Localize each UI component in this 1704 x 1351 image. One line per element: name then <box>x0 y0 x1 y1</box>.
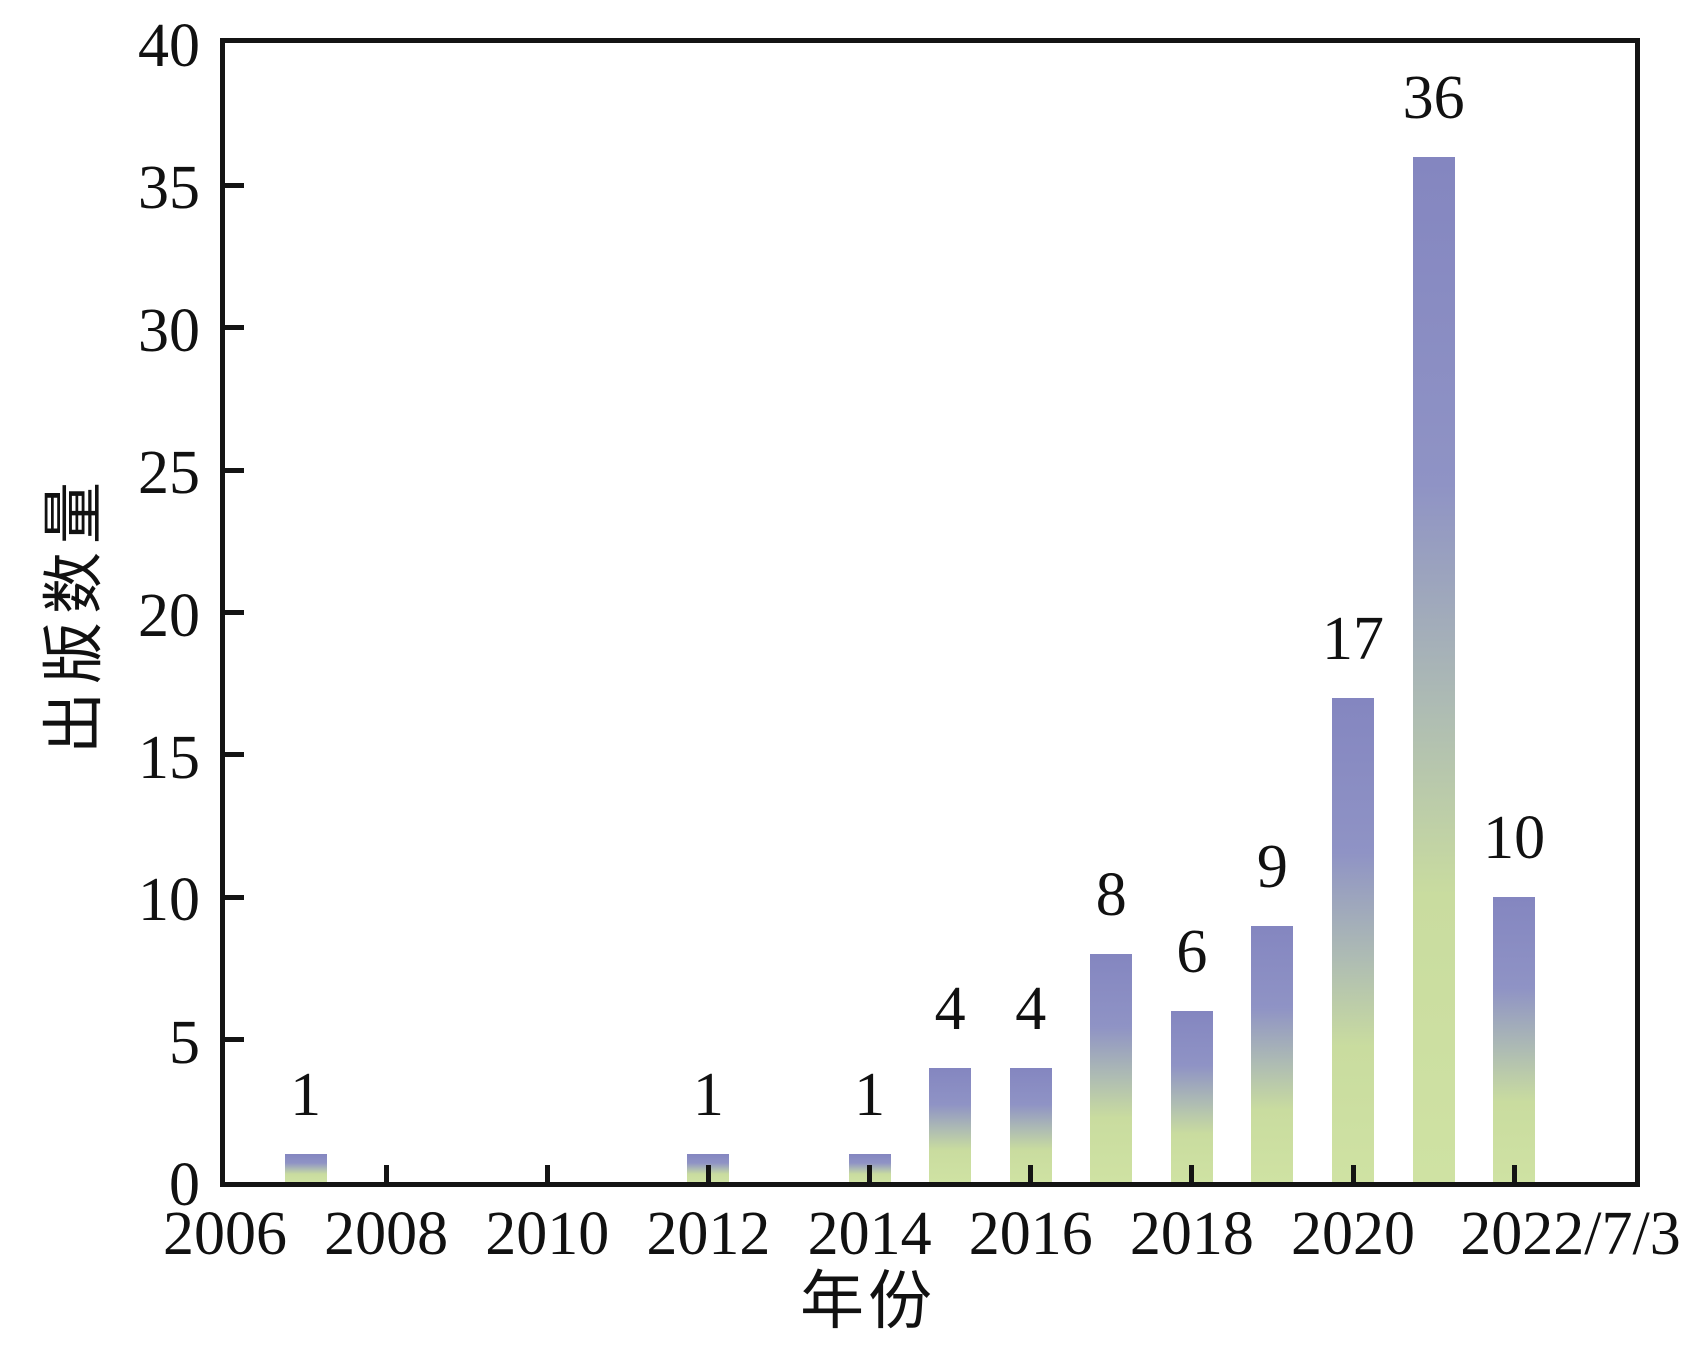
bar-2019 <box>1251 925 1294 1182</box>
x-tick-label-2006: 2006 <box>163 1200 287 1268</box>
bar-value-label-2019: 9 <box>1256 832 1288 901</box>
bar-2022 <box>1493 897 1536 1182</box>
y-tick-label-40: 40 <box>138 12 200 80</box>
bar-2021 <box>1412 156 1455 1182</box>
bar-2015 <box>929 1068 972 1182</box>
plot-area: 1 1 1 4 4 8 6 9 17 36 10 <box>220 38 1640 1187</box>
x-tick-label-2018: 2018 <box>1129 1200 1254 1268</box>
y-tick-25 <box>225 467 244 473</box>
y-tick-label-30: 30 <box>138 296 200 365</box>
y-axis-title: 出版数量 <box>41 474 109 755</box>
x-tick-label-2016: 2016 <box>968 1200 1093 1268</box>
bar-value-label-2015: 4 <box>934 975 966 1044</box>
y-tick-5 <box>225 1037 244 1043</box>
x-tick-2014 <box>867 1165 873 1182</box>
bar-2017 <box>1090 954 1133 1182</box>
bar-2020 <box>1332 697 1374 1182</box>
y-tick-label-10: 10 <box>138 866 200 935</box>
x-tick-2010 <box>544 1165 550 1182</box>
x-tick-2020 <box>1350 1165 1356 1182</box>
x-tick-label-2020: 2020 <box>1291 1200 1415 1268</box>
bar-value-label-2022: 10 <box>1483 804 1546 873</box>
y-tick-label-20: 20 <box>138 581 200 650</box>
y-tick-label-5: 5 <box>169 1008 200 1077</box>
bar-2018 <box>1170 1011 1213 1182</box>
x-tick-2022 <box>1511 1165 1517 1182</box>
y-tick-30 <box>225 325 244 331</box>
y-tick-label-25: 25 <box>138 439 200 508</box>
x-tick-label-2008: 2008 <box>324 1200 449 1268</box>
bar-value-label-2017: 8 <box>1095 861 1127 930</box>
bar-value-label-2014: 1 <box>854 1060 886 1129</box>
bar-2016 <box>1009 1068 1052 1182</box>
x-tick-2016 <box>1028 1165 1034 1182</box>
bar-2007 <box>284 1153 327 1182</box>
y-tick-label-0: 0 <box>169 1151 200 1219</box>
x-tick-2018 <box>1189 1165 1195 1182</box>
y-tick-label-35: 35 <box>138 154 200 223</box>
bar-value-label-2016: 4 <box>1015 975 1047 1044</box>
bar-value-label-2021: 36 <box>1402 63 1465 132</box>
y-tick-20 <box>225 610 244 615</box>
bar-value-label-2020: 17 <box>1322 604 1384 673</box>
y-tick-10 <box>225 894 244 900</box>
x-tick-label-2012: 2012 <box>646 1200 771 1268</box>
x-tick-label-2022/7/3: 2022/7/3 <box>1460 1200 1681 1268</box>
y-tick-label-15: 15 <box>138 723 200 792</box>
x-tick-2012 <box>705 1165 711 1182</box>
x-tick-2008 <box>383 1165 389 1182</box>
x-axis-title: 年份 <box>800 1266 936 1337</box>
x-tick-label-2010: 2010 <box>485 1200 610 1268</box>
bar-value-label-2018: 6 <box>1176 918 1208 987</box>
bar-value-label-2007: 1 <box>290 1060 322 1129</box>
x-tick-label-2014: 2014 <box>807 1200 932 1268</box>
y-tick-15 <box>225 752 244 758</box>
y-tick-35 <box>225 182 244 188</box>
bar-value-label-2012: 1 <box>692 1060 724 1129</box>
